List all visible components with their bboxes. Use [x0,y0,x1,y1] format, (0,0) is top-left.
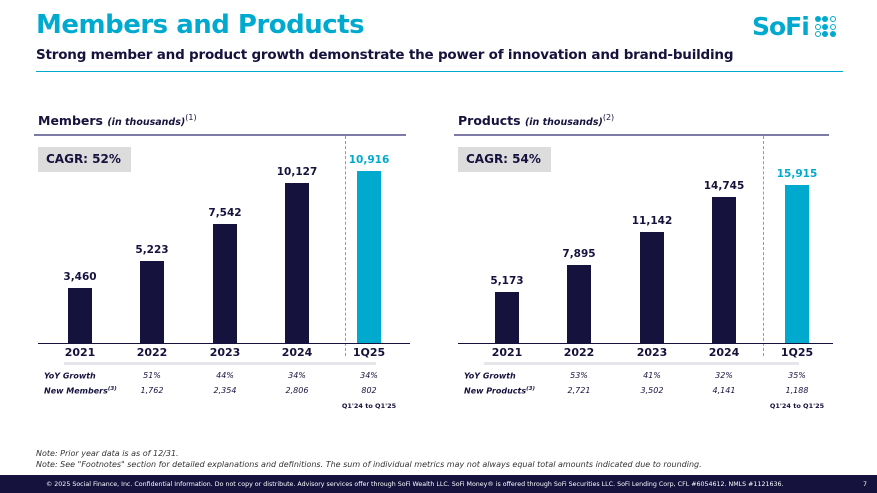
page-number: 7 [862,480,867,488]
x-tick-label: 1Q25 [352,346,386,359]
note-1: Note: Prior year data is as of 12/31. [36,449,179,458]
row-label-text: New Products [464,386,527,396]
table-cell: 34% [288,371,306,380]
logo-text: SoFi [752,12,810,41]
x-tick-label: 2024 [281,346,313,359]
x-tick-label: 2022 [563,346,595,359]
page-subtitle: Strong member and product growth demonst… [36,47,734,63]
x-tick-label: 2024 [708,346,740,359]
chart-title-text: Products [458,113,521,129]
table-cell: 41% [643,371,661,380]
table-cell: 35% [788,371,806,380]
chart-title-unit: (in thousands) [524,117,603,129]
chart-title-underline [34,134,406,136]
data-label: 5,173 [490,274,524,287]
chart-footnote-ref: (1) [185,113,197,122]
table-cell: 1,762 [140,386,164,395]
x-tick-label: 2022 [136,346,168,359]
table-row-label: New Products(3) [464,386,535,396]
bar-2024 [285,183,309,343]
data-label: 15,915 [776,168,818,180]
bar-2024 [712,196,736,343]
row-label-text: YoY Growth [464,371,516,381]
page-title: Members and Products [36,10,365,40]
logo-dots-icon [814,16,836,37]
table-cell: 32% [715,371,733,380]
data-label: 10,127 [276,166,318,179]
table-divider [484,362,799,365]
data-label: 5,223 [135,243,169,256]
table-cell: 44% [216,371,234,380]
cagr-badge: CAGR: 52% [38,147,131,172]
data-label: 11,142 [631,215,673,228]
note-2: Note: See "Footnotes" section for detail… [36,460,702,469]
row-label-text: New Members [44,386,108,396]
x-tick-label: 2023 [636,346,668,359]
x-tick-label: 1Q25 [780,346,814,359]
bar-1Q25 [785,185,809,343]
footer-disclaimer: © 2025 Social Finance, Inc. Confidential… [46,480,784,488]
x-axis-line [458,343,833,344]
chart-title-unit: (in thousands) [107,117,186,129]
bar-2023 [640,232,664,343]
bar-2022 [567,264,591,343]
title-divider [36,71,843,72]
period-divider [763,136,764,356]
table-cell: 53% [570,371,588,380]
table-cell: 34% [360,371,378,380]
x-axis-line [38,343,410,344]
table-row-label: YoY Growth [44,371,96,381]
period-divider [345,136,346,356]
data-label: 3,460 [63,271,97,284]
bar-2021 [68,288,92,343]
table-cell: 2,721 [567,386,591,395]
table-row-label: YoY Growth [464,371,516,381]
chart-title-text: Members [38,113,103,129]
data-label: 14,745 [703,179,745,192]
chart-title: Products (in thousands)(2) [458,113,614,128]
data-label: 7,895 [562,247,596,260]
cagr-badge: CAGR: 54% [458,147,551,172]
footer: © 2025 Social Finance, Inc. Confidential… [0,475,877,493]
chart-footnote-ref: (2) [602,113,615,122]
period-note: Q1'24 to Q1'25 [341,402,397,410]
table-cell: 2,806 [285,386,309,395]
table-cell: 802 [361,386,377,395]
x-tick-label: 2023 [209,346,241,359]
table-row-label: New Members(3) [44,386,117,396]
chart-title: Members (in thousands)(1) [38,113,197,128]
table-cell: 3,502 [640,386,664,395]
chart-title-underline [454,134,829,136]
sofi-logo: SoFi [752,12,836,41]
bar-2021 [495,291,519,343]
table-cell: 2,354 [213,386,237,395]
x-tick-label: 2021 [491,346,523,359]
data-label: 7,542 [208,207,242,220]
bar-2022 [140,260,164,343]
table-cell: 1,188 [785,386,809,395]
row-footnote-ref: (3) [107,386,117,392]
row-footnote-ref: (3) [526,386,535,392]
x-tick-label: 2021 [64,346,96,359]
bar-1Q25 [357,171,381,343]
period-note: Q1'24 to Q1'25 [769,402,825,410]
table-cell: 4,141 [712,386,736,395]
data-label: 10,916 [348,154,390,166]
row-label-text: YoY Growth [44,371,96,381]
table-divider [64,362,376,365]
bar-2023 [213,224,237,343]
table-cell: 51% [143,371,161,380]
